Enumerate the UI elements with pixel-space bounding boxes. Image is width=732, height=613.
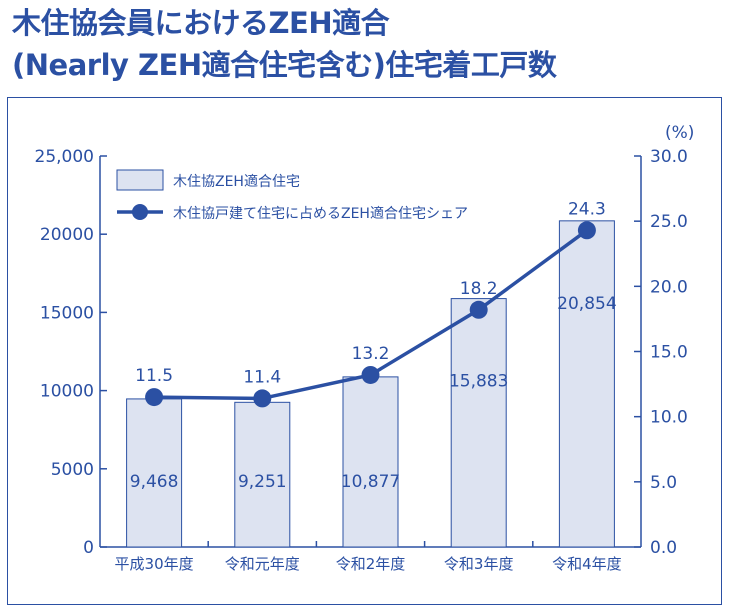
x-tick-label: 令和4年度 [552, 555, 622, 573]
bar-value-label: 15,883 [449, 372, 508, 392]
legend-bar-swatch [116, 169, 164, 191]
share-value-label: 24.3 [568, 199, 606, 219]
title-line-1: 木住協会員におけるZEH適合 [12, 6, 390, 40]
y-right-tick-label: 15.0 [650, 343, 688, 363]
y-right-tick-label: 20.0 [650, 277, 688, 297]
y-right-tick-label: 30.0 [650, 147, 688, 167]
y-right-tick-label: 25.0 [650, 212, 688, 232]
share-point [577, 221, 596, 240]
y-left-tick-label: 15000 [40, 303, 94, 323]
bar [450, 298, 507, 548]
y-left-tick-label: 25,000 [35, 147, 94, 167]
bar [558, 220, 615, 548]
x-tick-label: 令和3年度 [444, 555, 514, 573]
x-tick-label: 平成30年度 [115, 555, 194, 573]
x-tick-label: 令和元年度 [225, 555, 300, 573]
share-value-label: 18.2 [460, 279, 498, 299]
y-right-tick-label: 5.0 [650, 473, 677, 493]
legend-bar-label: 木住協ZEH適合住宅 [173, 173, 300, 190]
y-left-tick-label: 0 [83, 538, 94, 558]
share-point [145, 388, 164, 407]
bar [234, 401, 291, 548]
bar-value-label: 20,854 [557, 294, 616, 314]
title-line-2: (Nearly ZEH適合住宅含む)住宅着工戸数 [12, 48, 557, 82]
share-point [361, 365, 380, 384]
y-right-tick-label: 0.0 [650, 538, 677, 558]
y-left-tick-label: 20000 [40, 225, 94, 245]
bar-value-label: 10,877 [341, 472, 400, 492]
bar-value-label: 9,468 [130, 472, 179, 492]
share-point [253, 389, 272, 408]
bar-value-label: 9,251 [238, 472, 287, 492]
y-left-tick-label: 5000 [51, 460, 94, 480]
share-value-label: 13.2 [352, 344, 390, 364]
bar [126, 398, 183, 548]
bar [342, 376, 399, 548]
share-value-label: 11.5 [135, 366, 173, 386]
page-title: 木住協会員におけるZEH適合 (Nearly ZEH適合住宅含む)住宅着工戸数 [12, 2, 557, 86]
y-left-tick-label: 10000 [40, 382, 94, 402]
legend-line-label: 木住協戸建て住宅に占めるZEH適合住宅シェア [173, 205, 468, 222]
legend-line-marker [132, 204, 148, 220]
y-right-unit-label: (%) [665, 123, 694, 143]
y-right-tick-label: 10.0 [650, 408, 688, 428]
share-value-label: 11.4 [243, 367, 281, 387]
share-point [469, 300, 488, 319]
x-tick-label: 令和2年度 [336, 555, 406, 573]
